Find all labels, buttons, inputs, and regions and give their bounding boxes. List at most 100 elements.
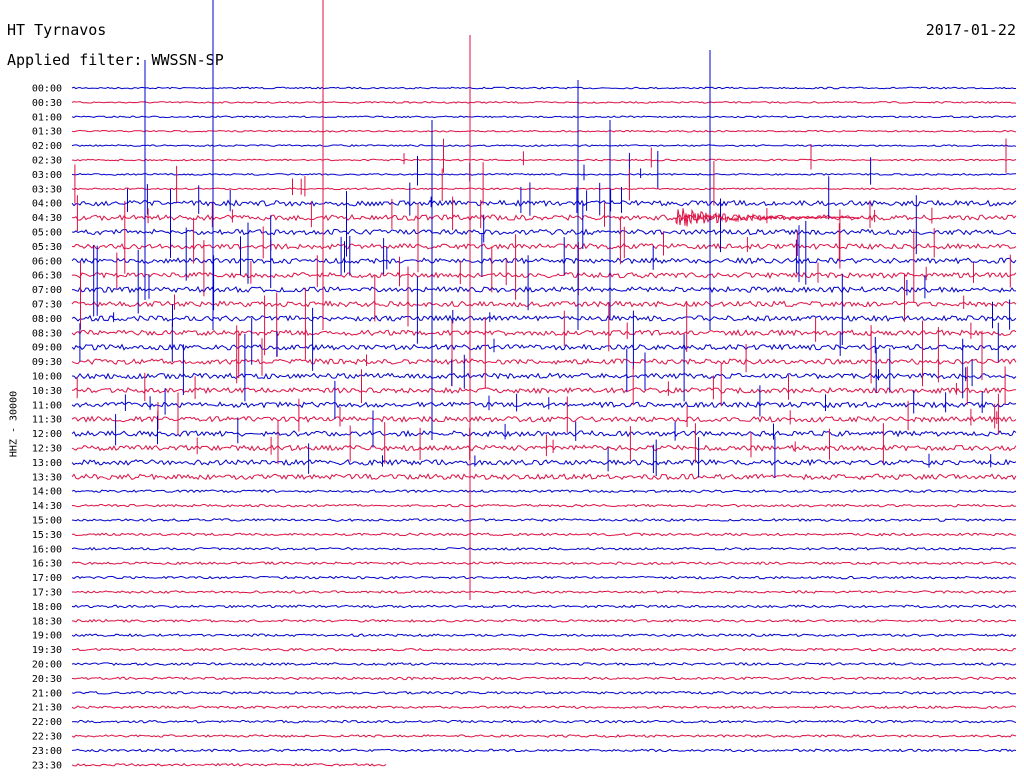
time-label: 21:30 bbox=[32, 703, 62, 714]
trace-line bbox=[71, 604, 1017, 609]
trace-line bbox=[71, 444, 1017, 452]
time-label: 01:30 bbox=[32, 127, 62, 138]
trace-line bbox=[71, 458, 1017, 467]
trace-line bbox=[71, 343, 1017, 351]
time-label: 02:00 bbox=[32, 141, 62, 152]
trace-line bbox=[71, 546, 1017, 551]
trace-line bbox=[71, 86, 1016, 90]
trace-line bbox=[71, 372, 1017, 380]
event-spikes bbox=[74, 0, 1011, 600]
trace-line bbox=[71, 532, 1016, 537]
time-label: 14:00 bbox=[32, 487, 62, 498]
trace-line bbox=[71, 415, 1017, 423]
time-label: 19:30 bbox=[32, 645, 62, 656]
trace-line bbox=[71, 503, 1017, 508]
trace-line bbox=[71, 618, 1017, 623]
trace-line bbox=[71, 187, 1017, 191]
trace-line bbox=[71, 228, 1017, 236]
trace-line bbox=[71, 762, 387, 767]
time-labels: 00:00 00:30 01:00 01:30 02:00 02:30 03:00 03:30… bbox=[32, 84, 62, 772]
time-label: 22:30 bbox=[32, 732, 62, 743]
filter-label: Applied filter: WWSSN-SP bbox=[7, 51, 224, 69]
time-label: 16:30 bbox=[32, 559, 62, 570]
time-label: 01:00 bbox=[32, 112, 62, 123]
time-label: 09:00 bbox=[32, 343, 62, 354]
trace-line bbox=[71, 676, 1017, 681]
time-label: 03:00 bbox=[32, 170, 62, 181]
time-label: 11:00 bbox=[32, 400, 62, 411]
trace-line bbox=[71, 473, 1017, 481]
trace-line bbox=[71, 386, 1017, 395]
station-title: HT Tyrnavos bbox=[7, 21, 107, 39]
time-label: 06:00 bbox=[32, 256, 62, 267]
trace-line bbox=[71, 561, 1017, 566]
trace-line bbox=[71, 489, 1017, 494]
time-label: 10:00 bbox=[32, 372, 62, 383]
time-label: 18:30 bbox=[32, 616, 62, 627]
trace-line bbox=[71, 518, 1017, 522]
trace-line bbox=[71, 144, 1017, 147]
time-label: 06:30 bbox=[32, 271, 62, 282]
time-label: 17:30 bbox=[32, 588, 62, 599]
time-label: 15:00 bbox=[32, 516, 62, 527]
trace-line bbox=[71, 734, 1017, 738]
time-label: 09:30 bbox=[32, 357, 62, 368]
time-label: 03:30 bbox=[32, 184, 62, 195]
trace-line bbox=[71, 257, 1017, 265]
trace-line bbox=[71, 300, 1017, 308]
time-label: 20:30 bbox=[32, 674, 62, 685]
time-label: 08:30 bbox=[32, 328, 62, 339]
time-label: 14:30 bbox=[32, 501, 62, 512]
time-label: 07:30 bbox=[32, 300, 62, 311]
time-label: 15:30 bbox=[32, 530, 62, 541]
time-label: 12:30 bbox=[32, 444, 62, 455]
event-burst bbox=[675, 208, 860, 227]
trace-line bbox=[71, 158, 1017, 162]
trace-line bbox=[71, 429, 1017, 438]
trace-line bbox=[71, 748, 1017, 753]
trace-line bbox=[71, 705, 1017, 710]
trace-line bbox=[71, 633, 1017, 638]
time-label: 04:00 bbox=[32, 199, 62, 210]
time-label: 12:00 bbox=[32, 429, 62, 440]
trace-line bbox=[71, 358, 1017, 366]
time-label: 23:30 bbox=[32, 760, 62, 771]
trace-line bbox=[71, 575, 1017, 580]
time-label: 19:00 bbox=[32, 631, 62, 642]
time-label: 08:00 bbox=[32, 314, 62, 325]
trace-line bbox=[71, 647, 1017, 652]
trace-line bbox=[71, 401, 1017, 409]
time-label: 16:00 bbox=[32, 544, 62, 555]
trace-line bbox=[71, 242, 1017, 251]
trace-line bbox=[71, 213, 1017, 222]
time-label: 00:30 bbox=[32, 98, 62, 109]
trace-line bbox=[71, 100, 1017, 104]
time-label: 21:00 bbox=[32, 688, 62, 699]
time-label: 02:30 bbox=[32, 156, 62, 167]
trace-line bbox=[71, 690, 1017, 695]
time-label: 13:30 bbox=[32, 472, 62, 483]
time-label: 18:00 bbox=[32, 602, 62, 613]
time-label: 11:30 bbox=[32, 415, 62, 426]
time-label: 05:30 bbox=[32, 242, 62, 253]
time-label: 20:00 bbox=[32, 660, 62, 671]
trace-line bbox=[71, 285, 1017, 294]
time-label: 07:00 bbox=[32, 285, 62, 296]
time-label: 23:00 bbox=[32, 746, 62, 757]
trace-line bbox=[71, 199, 1017, 207]
trace-line bbox=[71, 129, 1017, 133]
time-label: 10:30 bbox=[32, 386, 62, 397]
time-label: 13:00 bbox=[32, 458, 62, 469]
time-label: 04:30 bbox=[32, 213, 62, 224]
time-label: 17:00 bbox=[32, 573, 62, 584]
trace-line bbox=[71, 115, 1016, 119]
trace-line bbox=[71, 271, 1017, 280]
time-label: 00:00 bbox=[32, 84, 62, 95]
time-label: 22:00 bbox=[32, 717, 62, 728]
trace-line bbox=[72, 590, 1017, 594]
trace-lines bbox=[71, 86, 1017, 767]
time-label: 05:00 bbox=[32, 228, 62, 239]
trace-line bbox=[71, 314, 1017, 322]
trace-line bbox=[71, 662, 1017, 666]
